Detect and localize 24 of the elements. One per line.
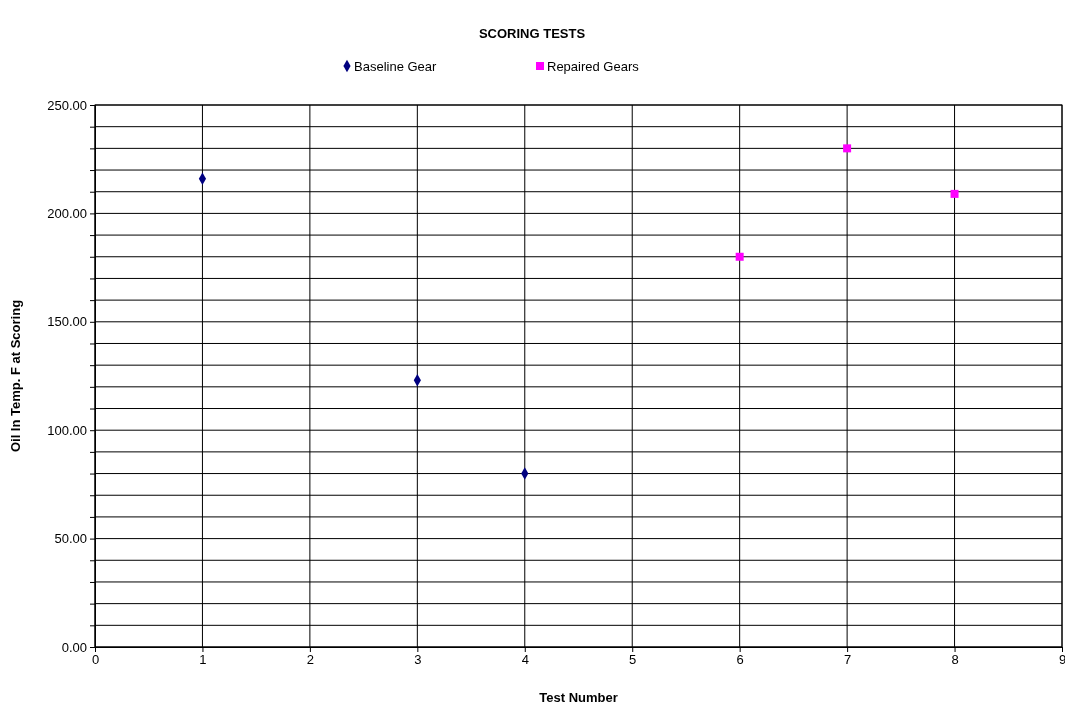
x-tick-label: 2 <box>306 652 315 668</box>
x-tick-label: 3 <box>414 652 422 668</box>
x-tick-label: 5 <box>629 652 637 668</box>
point <box>950 189 959 198</box>
x-tick-label: 7 <box>843 652 852 668</box>
legend-label: Baseline Gear <box>354 59 438 74</box>
y-tick-label: 200.00 <box>47 206 87 222</box>
point <box>735 252 744 261</box>
x-tick-label: 8 <box>951 652 959 668</box>
x-tick-label: 6 <box>736 652 744 668</box>
y-tick-label: 100.00 <box>47 422 87 438</box>
point <box>843 144 852 153</box>
y-tick-label: 50.00 <box>54 531 87 547</box>
x-tick-label: 0 <box>91 652 100 668</box>
legend-label: Repaired Gears <box>547 59 640 74</box>
chart-title: SCORING TESTS <box>478 26 586 41</box>
x-tick-label: 9 <box>1058 652 1065 668</box>
x-tick-label: 4 <box>521 652 529 668</box>
y-axis-title: Oil In Temp. F at Scoring <box>8 299 23 453</box>
x-axis-title: Test Number <box>539 690 618 705</box>
y-tick-label: 250.00 <box>47 97 87 113</box>
y-tick-label: 150.00 <box>47 314 87 330</box>
x-tick-label: 1 <box>199 652 207 668</box>
y-tick-label: 0.00 <box>61 639 87 655</box>
